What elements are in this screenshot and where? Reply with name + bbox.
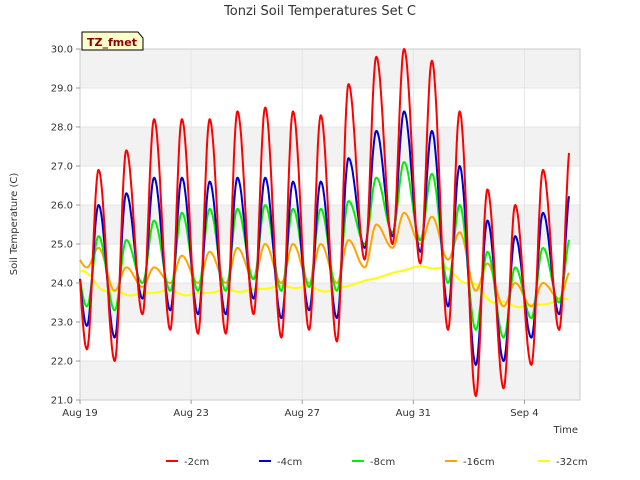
y-tick-label: 27.0 bbox=[51, 162, 73, 173]
x-axis-ticks: Aug 19 Aug 23 Aug 27 Aug 31 Sep 4 bbox=[62, 400, 539, 419]
plot-bands bbox=[80, 49, 580, 400]
legend-label: -8cm bbox=[370, 457, 395, 468]
y-tick-label: 29.0 bbox=[51, 84, 73, 95]
legend-label: -32cm bbox=[556, 457, 588, 468]
series-line-minus-2cm bbox=[79, 48, 570, 398]
y-axis-label: Soil Temperature (C) bbox=[9, 173, 20, 276]
legend-label: -4cm bbox=[277, 457, 302, 468]
series-line-minus-32cm bbox=[79, 265, 569, 309]
plot-band bbox=[80, 361, 580, 400]
site-badge-text: TZ_fmet bbox=[87, 36, 137, 49]
legend-label: -16cm bbox=[463, 457, 495, 468]
chart-title: Tonzi Soil Temperatures Set C bbox=[223, 4, 416, 19]
site-badge-box bbox=[81, 31, 144, 51]
x-tick-label: Aug 31 bbox=[396, 408, 431, 419]
x-axis-label: Time bbox=[553, 425, 578, 436]
y-tick-label: 24.0 bbox=[51, 279, 73, 290]
series-lines bbox=[79, 48, 570, 398]
x-tick-label: Aug 27 bbox=[285, 408, 320, 419]
y-tick-label: 28.0 bbox=[51, 123, 73, 134]
y-tick-label: 25.0 bbox=[51, 240, 73, 251]
series-line-minus-16cm bbox=[79, 211, 570, 308]
plot-frame bbox=[79, 48, 581, 401]
x-tick-label: Aug 19 bbox=[62, 408, 97, 419]
y-tick-label: 21.0 bbox=[51, 396, 73, 407]
site-badge: TZ_fmet bbox=[81, 31, 144, 51]
plot-band bbox=[80, 127, 580, 166]
plot-band bbox=[80, 49, 580, 88]
x-tick-label: Sep 4 bbox=[510, 408, 538, 419]
y-tick-label: 30.0 bbox=[51, 45, 73, 56]
y-axis-ticks: 21.0 22.0 23.0 24.0 25.0 26.0 27.0 28.0 29.0 30.0 bbox=[51, 45, 80, 407]
series-line-minus-8cm bbox=[79, 161, 570, 339]
legend-label: -2cm bbox=[184, 457, 209, 468]
y-tick-label: 23.0 bbox=[51, 318, 73, 329]
x-tick-label: Aug 23 bbox=[173, 408, 208, 419]
y-tick-label: 22.0 bbox=[51, 357, 73, 368]
series-line-minus-4cm bbox=[79, 110, 570, 366]
legend: -2cm -4cm -8cm -16cm -32cm bbox=[166, 457, 588, 468]
y-tick-label: 26.0 bbox=[51, 201, 73, 212]
